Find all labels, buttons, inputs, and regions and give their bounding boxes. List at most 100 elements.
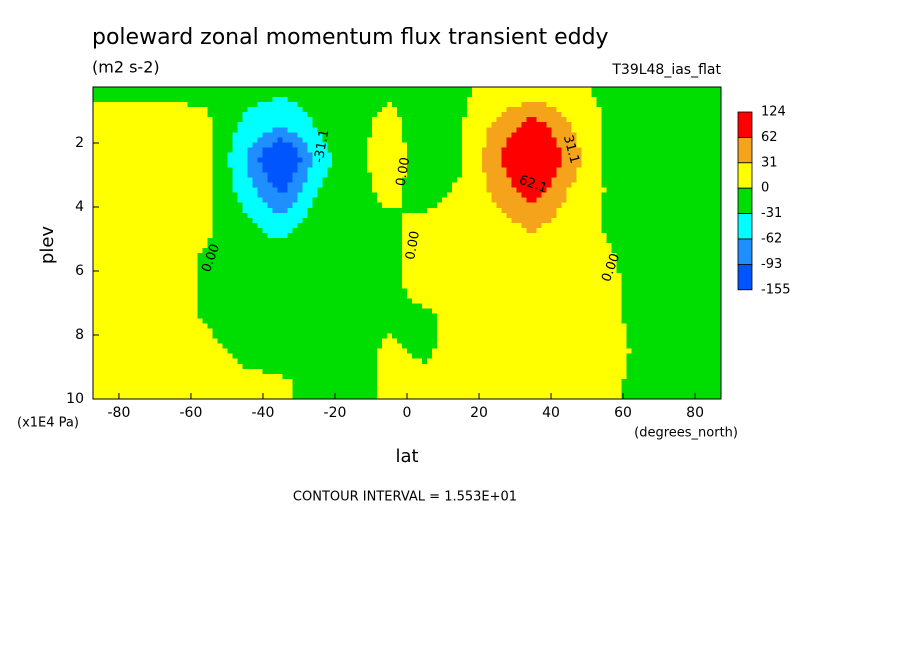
field-cell (167, 283, 174, 289)
field-cell (222, 142, 229, 148)
field-cell (187, 162, 194, 169)
field-cell (112, 112, 119, 118)
field-cell (352, 207, 358, 214)
field-cell (486, 142, 493, 148)
field-cell (511, 147, 518, 154)
field-cell (431, 132, 438, 138)
field-cell (581, 107, 588, 113)
field-cell (322, 122, 328, 128)
field-cell (327, 258, 333, 264)
field-cell (177, 182, 184, 189)
field-cell (302, 167, 308, 174)
field-cell (531, 253, 538, 259)
field-cell (501, 212, 508, 219)
field-cell (312, 278, 318, 284)
field-cell (317, 248, 323, 254)
field-cell (322, 147, 328, 154)
field-cell (496, 142, 503, 148)
field-cell (466, 237, 473, 244)
field-cell (257, 177, 264, 184)
field-cell (197, 182, 204, 189)
field-cell (317, 117, 323, 123)
field-cell (237, 132, 244, 138)
field-cell (382, 147, 388, 154)
field-cell (157, 197, 164, 204)
field-cell (102, 278, 109, 284)
field-cell (526, 187, 533, 194)
field-cell (506, 253, 513, 259)
field-cell (232, 268, 239, 274)
field-cell (162, 147, 169, 154)
field-cell (177, 177, 184, 184)
field-cell (287, 197, 293, 204)
field-cell (237, 107, 244, 113)
field-cell (571, 217, 578, 224)
field-cell (481, 243, 488, 249)
field-cell (287, 273, 293, 279)
field-cell (416, 172, 423, 179)
field-cell (451, 167, 458, 174)
field-cell (187, 258, 194, 264)
field-cell (277, 268, 283, 274)
field-cell (601, 152, 607, 159)
field-cell (322, 167, 328, 174)
field-cell (711, 197, 717, 204)
field-cell (661, 202, 667, 209)
field-cell (102, 227, 109, 234)
field-cell (661, 212, 667, 219)
field-cell (182, 112, 189, 118)
field-cell (387, 127, 393, 133)
field-cell (541, 278, 548, 284)
field-cell (107, 112, 114, 118)
field-cell (347, 87, 353, 93)
field-cell (152, 217, 159, 224)
field-cell (681, 97, 687, 103)
field-cell (471, 273, 478, 279)
field-cell (506, 217, 513, 224)
field-cell (701, 122, 707, 128)
field-cell (581, 172, 588, 179)
field-cell (521, 167, 528, 174)
field-cell (526, 107, 533, 113)
field-cell (426, 187, 433, 194)
field-cell (297, 278, 303, 284)
field-cell (541, 162, 548, 169)
field-cell (317, 273, 323, 279)
field-cell (626, 97, 632, 103)
field-cell (516, 102, 523, 108)
field-cell (671, 197, 677, 204)
field-cell (407, 87, 413, 93)
field-cell (277, 177, 283, 184)
field-cell (486, 92, 493, 98)
field-cell (526, 227, 533, 234)
field-cell (172, 232, 179, 239)
field-cell (237, 253, 244, 259)
field-cell (172, 177, 179, 184)
field-cell (142, 147, 149, 154)
field-cell (591, 222, 597, 229)
field-cell (127, 197, 134, 204)
field-cell (586, 92, 593, 98)
field-cell (596, 248, 602, 254)
field-cell (352, 157, 358, 164)
field-cell (152, 107, 159, 113)
field-cell (636, 182, 642, 189)
field-cell (187, 137, 194, 143)
field-cell (287, 237, 293, 244)
field-cell (641, 137, 647, 143)
field-cell (172, 182, 179, 189)
field-cell (566, 162, 573, 169)
field-cell (656, 107, 662, 113)
field-cell (387, 202, 393, 209)
field-cell (566, 147, 573, 154)
field-cell (426, 97, 433, 103)
field-cell (441, 102, 448, 108)
field-cell (282, 137, 288, 143)
field-cell (701, 127, 707, 133)
field-cell (586, 253, 593, 259)
field-cell (691, 102, 697, 108)
field-cell (561, 192, 568, 199)
field-cell (446, 127, 453, 133)
field-cell (377, 97, 383, 103)
field-cell (192, 187, 199, 194)
